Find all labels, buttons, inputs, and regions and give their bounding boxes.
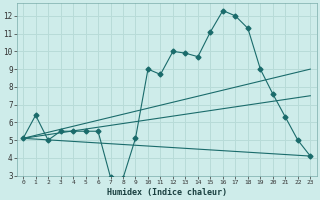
X-axis label: Humidex (Indice chaleur): Humidex (Indice chaleur) xyxy=(107,188,227,197)
